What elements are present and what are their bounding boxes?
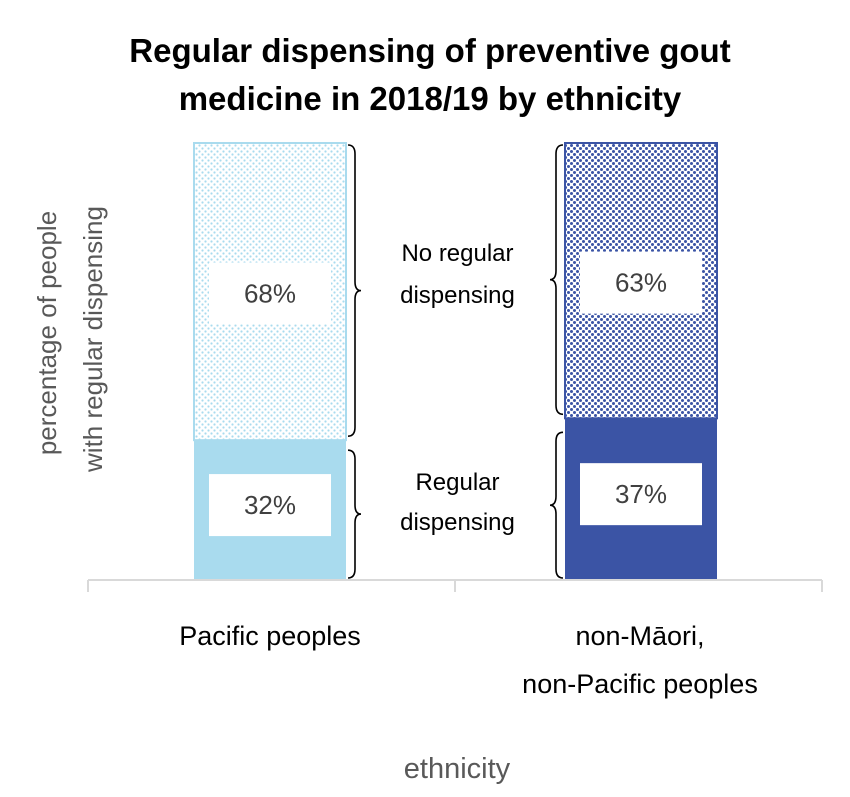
annotation-regular-line-2: dispensing xyxy=(400,509,515,536)
y-axis-label-line-1: percentage of people xyxy=(32,211,62,455)
x-axis-label: ethnicity xyxy=(404,753,511,785)
y-axis-label-line-2: with regular dispensing xyxy=(78,206,108,473)
category-label-pacific: Pacific peoples xyxy=(179,621,361,651)
chart-title-line-2: medicine in 2018/19 by ethnicity xyxy=(179,80,682,117)
category-label-non-pacific-line-1: non-Māori, xyxy=(575,621,704,651)
value-label-box-regular-non-pacific xyxy=(580,463,702,526)
annotation-no-regular-line-2: dispensing xyxy=(400,282,515,309)
annotation-no-regular-line-1: No regular xyxy=(401,240,513,267)
brace-no-regular-non-pacific xyxy=(549,144,564,416)
value-label-no-regular-non-pacific: 63% xyxy=(615,268,667,298)
value-label-regular-pacific: 32% xyxy=(244,490,296,520)
bars-group: 32% 68% 37% 63% xyxy=(193,142,718,580)
annotations-group: No regular dispensing Regular dispensing xyxy=(347,144,564,579)
annotation-regular-line-1: Regular xyxy=(415,469,499,496)
value-label-regular-non-pacific: 37% xyxy=(615,479,667,509)
brace-no-regular-pacific xyxy=(347,144,362,437)
value-label-box-regular-pacific xyxy=(209,474,331,537)
value-label-no-regular-pacific: 68% xyxy=(244,279,296,309)
brace-regular-non-pacific xyxy=(549,431,564,579)
category-label-non-pacific-line-2: non-Pacific peoples xyxy=(522,669,758,699)
value-label-box-no-regular-non-pacific xyxy=(580,251,702,314)
chart-title-line-1: Regular dispensing of preventive gout xyxy=(129,32,730,69)
value-label-box-no-regular-pacific xyxy=(209,262,331,325)
brace-regular-pacific xyxy=(347,449,362,579)
